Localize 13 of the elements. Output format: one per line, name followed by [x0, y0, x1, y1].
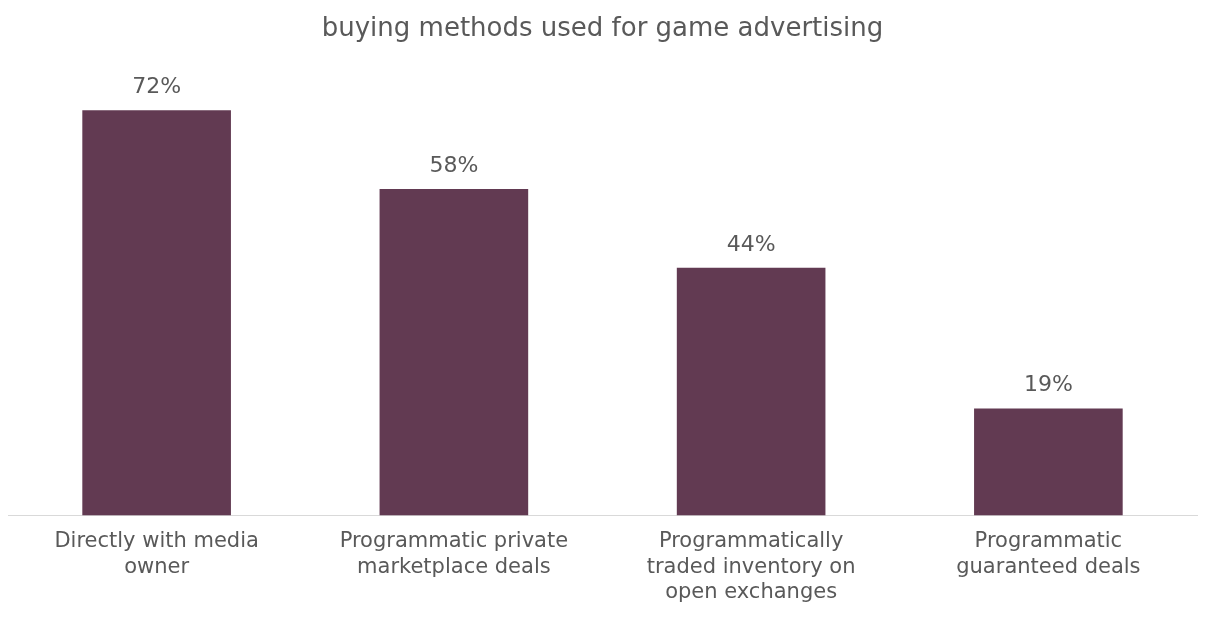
x-tick-label: Programmatic guaranteed deals: [956, 528, 1141, 578]
bar: [379, 189, 529, 516]
x-tick-label: Programmatically traded inventory on open exchanges: [646, 528, 856, 603]
data-label: 44%: [726, 230, 776, 256]
x-tick-label: Directly with media owner: [54, 528, 259, 578]
chart-title: buying methods used for game advertising: [321, 12, 884, 43]
x-tick-label: Programmatic private marketplace deals: [339, 528, 569, 578]
data-label: 19%: [1023, 371, 1073, 397]
bar: [676, 267, 826, 516]
bar: [82, 110, 231, 516]
data-label: 58%: [429, 151, 479, 177]
bar: [974, 408, 1123, 516]
data-label: 72%: [132, 72, 182, 98]
